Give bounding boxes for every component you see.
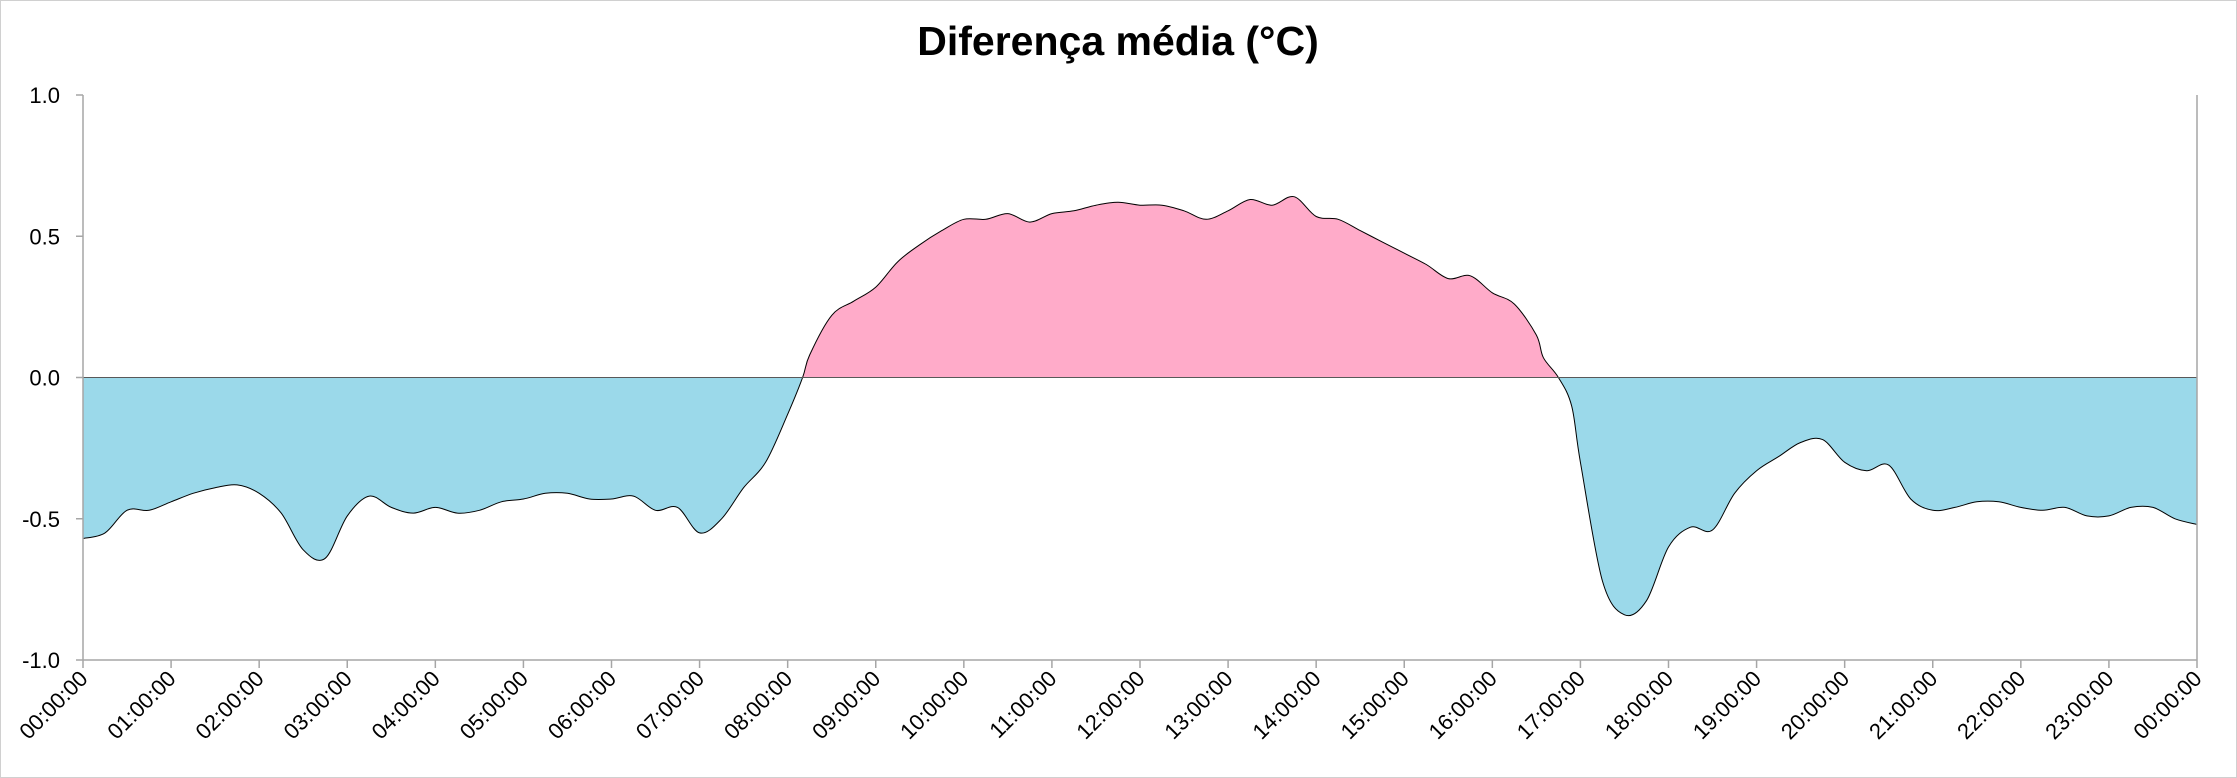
x-tick-label: 19:00:00 [1688,666,1766,744]
chart-title: Diferença média (°C) [917,18,1318,64]
x-tick-label: 02:00:00 [190,666,268,744]
positive-area [83,196,2197,378]
x-tick-label: 09:00:00 [807,666,885,744]
x-tick-label: 10:00:00 [895,666,973,744]
x-tick-label: 05:00:00 [455,666,533,744]
x-tick-label: 01:00:00 [102,666,180,744]
y-tick-label: 0.5 [29,224,60,249]
y-tick-label: 1.0 [29,83,60,108]
x-tick-label: 20:00:00 [1776,666,1854,744]
x-tick-label: 07:00:00 [631,666,709,744]
x-tick-label: 12:00:00 [1071,666,1149,744]
y-tick-label: -0.5 [22,507,60,532]
y-tick-label: 0.0 [29,366,60,391]
plot-area [82,196,2198,617]
x-tick-label: 17:00:00 [1512,666,1590,744]
x-tick-label: 18:00:00 [1600,666,1678,744]
x-tick-label: 08:00:00 [719,666,797,744]
x-tick-label: 22:00:00 [1952,666,2030,744]
series-line [82,196,2198,617]
x-tick-label: 21:00:00 [1864,666,1942,744]
negative-area [83,377,2197,616]
x-tick-label: 04:00:00 [367,666,445,744]
x-tick-label: 03:00:00 [279,666,357,744]
x-tick-label: 13:00:00 [1159,666,1237,744]
x-tick-label: 00:00:00 [2128,666,2206,744]
x-tick-label: 00:00:00 [14,666,92,744]
y-tick-label: -1.0 [22,648,60,673]
x-tick-label: 23:00:00 [2040,666,2118,744]
x-tick-label: 16:00:00 [1424,666,1502,744]
x-tick-label: 06:00:00 [543,666,621,744]
x-tick-label: 14:00:00 [1247,666,1325,744]
x-tick-label: 11:00:00 [984,666,1061,743]
x-tick-label: 15:00:00 [1336,666,1414,744]
